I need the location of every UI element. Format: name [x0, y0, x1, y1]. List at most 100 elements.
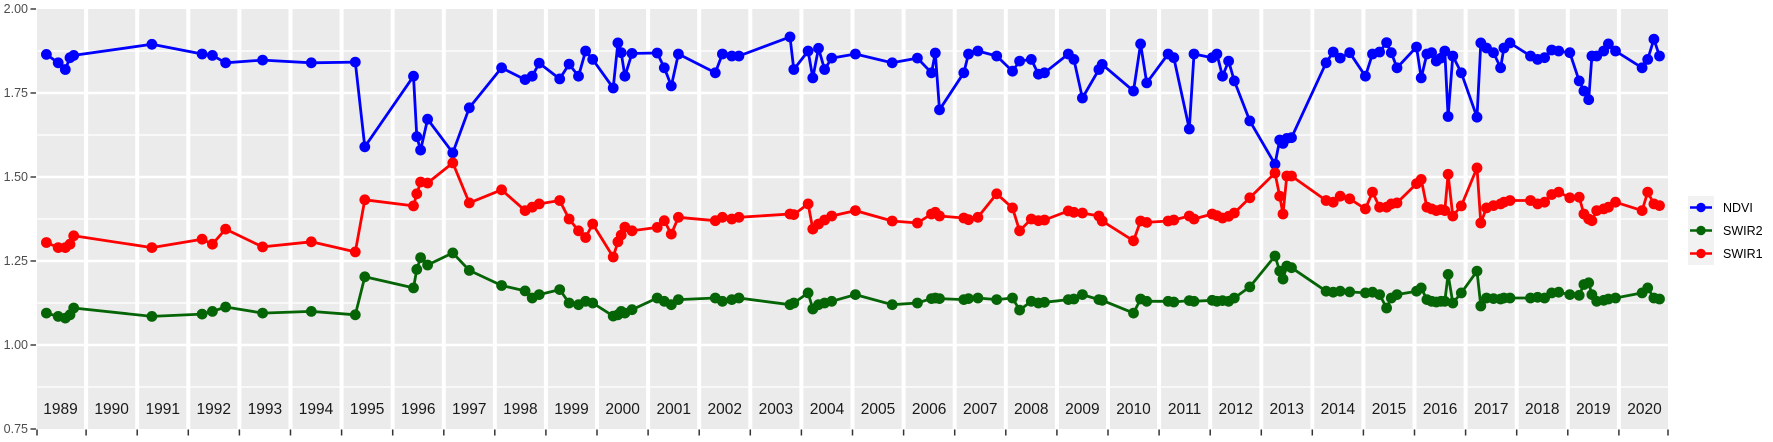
x-axis-year-label: 1999 [554, 401, 588, 418]
series-swir1-point [146, 242, 158, 254]
series-swir2-point [1610, 292, 1621, 304]
series-swir1-point [408, 200, 419, 212]
series-swir1-point [1039, 214, 1050, 226]
series-ndvi-point [1374, 46, 1385, 58]
legend-label: SWIR2 [1723, 223, 1763, 238]
series-ndvi-point [1391, 62, 1403, 74]
series-ndvi-point [1344, 47, 1356, 59]
series-ndvi-point [665, 80, 677, 92]
legend-key-ndvi-icon [1688, 196, 1714, 219]
series-swir1-point [1014, 225, 1025, 237]
series-swir1-point [563, 213, 575, 225]
series-ndvi-point [850, 48, 861, 60]
x-axis-year-label: 2001 [656, 401, 690, 418]
series-ndvi-point [1573, 75, 1585, 87]
series-swir1-point [1286, 170, 1297, 182]
series-ndvi-point [1135, 38, 1146, 50]
series-swir2-point [563, 297, 575, 309]
series-ndvi-point [1327, 46, 1339, 58]
series-swir2-point [220, 301, 232, 313]
series-ndvi-point [349, 56, 361, 68]
series-swir2-point [1228, 292, 1240, 304]
series-ndvi-point [1039, 67, 1050, 79]
series-swir1-point [1471, 162, 1483, 174]
series-ndvi-point [1217, 70, 1228, 82]
series-ndvi-point [447, 147, 459, 159]
series-swir2-point [554, 284, 566, 295]
series-ndvi-point [1610, 45, 1621, 57]
x-axis-year-label: 2014 [1321, 401, 1356, 418]
series-swir2-point [1168, 296, 1180, 308]
series-ndvi-point [52, 57, 64, 69]
series-ndvi-point [411, 131, 423, 143]
series-ndvi-point [1007, 65, 1018, 77]
series-swir1-point [1327, 196, 1339, 208]
series-swir2-point [1553, 286, 1565, 298]
series-ndvi-point [717, 48, 728, 60]
series-swir2-point [1381, 302, 1392, 314]
series-swir2-point [1039, 296, 1050, 308]
series-swir2-point [1096, 294, 1108, 306]
series-ndvi-point [1128, 85, 1139, 97]
legend-label: NDVI [1723, 200, 1753, 215]
series-ndvi-point [912, 52, 923, 64]
gridlines [37, 50, 1668, 388]
series-swir2-point [1188, 295, 1200, 307]
series-swir1-point [1334, 190, 1346, 202]
series-swir1-point [580, 232, 591, 243]
y-axis-tick-label: 1.50 [4, 170, 28, 184]
x-axis-year-label: 1996 [401, 401, 435, 418]
y-axis-tick-label: 1.75 [4, 86, 28, 100]
series-swir2-point [733, 292, 745, 304]
series-swir2-point [1068, 293, 1080, 305]
series-swir2-point [408, 282, 419, 294]
series-ndvi-point [929, 47, 941, 59]
series-swir2-point [1286, 262, 1297, 274]
x-axis-year-label: 1992 [197, 401, 231, 418]
series-swir2-point [963, 293, 974, 304]
series-ndvi-point [580, 45, 591, 57]
series-swir1-point [447, 157, 459, 169]
series-swir2-point [447, 247, 459, 259]
series-ndvi-point [972, 45, 984, 57]
series-ndvi-point [934, 104, 945, 116]
series-ndvi-point [1211, 48, 1223, 60]
series-ndvi-point [607, 82, 619, 94]
series-ndvi-point [958, 67, 970, 79]
x-axis-year-label: 1997 [452, 401, 486, 418]
series-swir2-point [788, 297, 800, 309]
series-ndvi-point [626, 48, 638, 59]
y-axis-tick-label: 1.25 [4, 254, 28, 268]
series-ndvi-point [819, 64, 830, 75]
series-swir2-point [1642, 282, 1654, 294]
series-ndvi-point [1636, 62, 1648, 74]
series-swir2-point [422, 259, 433, 271]
x-axis-year-label: 1990 [94, 401, 129, 418]
series-swir1-point [41, 237, 52, 248]
series-swir2-point [68, 302, 80, 314]
series-swir1 [41, 157, 1665, 263]
legend-entry-swir2: SWIR2 [1688, 219, 1763, 242]
series-ndvi-point [1385, 47, 1397, 59]
series-swir1-point [1415, 174, 1427, 185]
series-ndvi-point [533, 57, 545, 69]
series-swir2-point [1007, 292, 1018, 304]
series-ndvi-point [733, 50, 745, 62]
series-swir1-point [305, 236, 317, 248]
series-ndvi-point [991, 50, 1003, 62]
series-ndvi-point [257, 54, 268, 66]
series-swir1-point [220, 223, 232, 235]
series-swir1-point [1553, 186, 1565, 198]
series-ndvi-point [1642, 54, 1654, 65]
x-axis-year-label: 1989 [43, 401, 77, 418]
series-ndvi-point [1553, 45, 1565, 57]
series-ndvi-point [220, 57, 232, 69]
series-swir1-point [1654, 200, 1665, 212]
series-swir2-point [359, 271, 371, 283]
x-axis-year-label: 2012 [1218, 401, 1252, 418]
x-axis-year-label: 2015 [1372, 401, 1406, 418]
series-swir1-point [1539, 196, 1550, 208]
series-ndvi-point [573, 70, 584, 82]
series-swir1-point [1007, 202, 1018, 214]
